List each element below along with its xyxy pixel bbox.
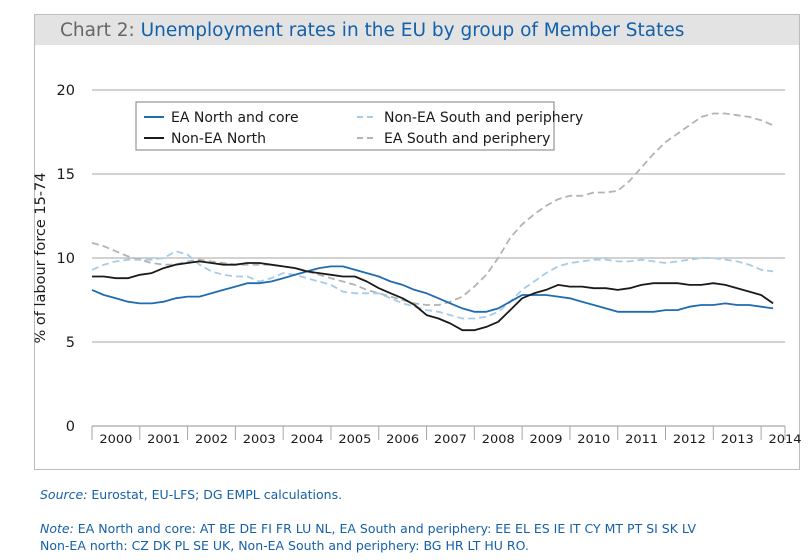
legend-label: EA South and periphery — [384, 131, 550, 147]
chart-frame — [34, 14, 800, 470]
x-tick-label: 2007 — [434, 432, 467, 446]
y-tick-label: 20 — [57, 83, 75, 99]
x-tick-label: 2013 — [721, 432, 754, 446]
x-tick-label: 2003 — [243, 432, 276, 446]
chart-title-text: Unemployment rates in the EU by group of… — [140, 20, 685, 41]
source-label: Source: — [40, 487, 88, 502]
y-tick-label: 0 — [66, 419, 75, 435]
note-line-1: Note: EA North and core: AT BE DE FI FR … — [40, 521, 696, 537]
legend-label: EA North and core — [171, 110, 299, 126]
x-tick-label: 2012 — [673, 432, 706, 446]
legend-label: Non-EA North — [171, 131, 266, 147]
series-line-0 — [91, 265, 774, 313]
y-tick-label: 15 — [57, 167, 75, 183]
x-tick-label: 2000 — [99, 432, 132, 446]
x-tick-label: 2010 — [577, 432, 610, 446]
x-tick-label: 2008 — [482, 432, 515, 446]
chart-number: Chart 2: — [60, 20, 135, 41]
series-line-1 — [92, 260, 774, 332]
source-text: Eurostat, EU-LFS; DG EMPL calculations. — [91, 487, 343, 502]
title-bar — [35, 15, 799, 45]
series-line-2 — [91, 250, 774, 320]
x-tick-label: 2004 — [291, 432, 324, 446]
x-tick-label: 2006 — [386, 432, 419, 446]
series-line-3 — [91, 112, 774, 306]
note-label: Note: — [40, 521, 74, 536]
note-line-2: Non-EA north: CZ DK PL SE UK, Non-EA Sou… — [40, 538, 529, 553]
source-line: Source: Eurostat, EU-LFS; DG EMPL calcul… — [40, 487, 342, 503]
legend-box — [135, 101, 555, 151]
y-tick-label: 5 — [66, 335, 75, 351]
legend-label: Non-EA South and periphery — [384, 110, 583, 126]
x-tick-label: 2005 — [338, 432, 371, 446]
note-text-1: EA North and core: AT BE DE FI FR LU NL,… — [77, 521, 697, 536]
y-axis-label: % of labour force 15-74 — [33, 173, 49, 344]
x-tick-label: 2001 — [147, 432, 180, 446]
chart-title: Chart 2: Unemployment rates in the EU by… — [60, 19, 684, 43]
y-tick-label: 10 — [57, 251, 75, 267]
x-tick-label: 2011 — [625, 432, 658, 446]
x-tick-label: 2009 — [530, 432, 563, 446]
line-chart: 0 5 10 15 20 % of labour force 15-74 2000 2001 2… — [33, 83, 802, 446]
x-tick-label: 2002 — [195, 432, 228, 446]
